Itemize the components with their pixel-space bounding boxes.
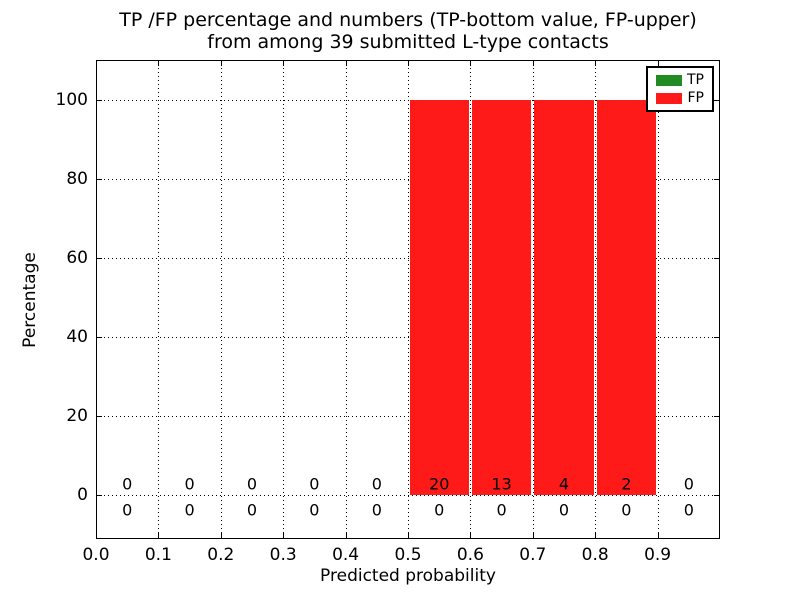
- y-tick-label: 60: [66, 247, 88, 268]
- grid-line-vertical: [657, 60, 659, 539]
- x-tick-label: 0.1: [144, 545, 172, 565]
- x-tick-label: 0.6: [456, 545, 484, 565]
- fp-count-label: 13: [491, 474, 512, 494]
- fp-count-label: 0: [309, 474, 320, 494]
- x-tick-label: 0.8: [581, 545, 609, 565]
- tick-mark-y-right: [714, 495, 719, 497]
- tick-mark-y-left: [97, 178, 102, 180]
- tick-mark-x-bottom: [595, 533, 597, 538]
- tick-mark-y-right: [714, 257, 719, 259]
- tick-mark-x-top: [96, 61, 97, 66]
- tick-mark-x-bottom: [345, 533, 347, 538]
- grid-line-vertical: [595, 60, 597, 539]
- y-tick-label: 20: [66, 406, 88, 427]
- fp-count-label: 0: [683, 474, 694, 494]
- tick-mark-x-top: [220, 61, 222, 66]
- x-tick-label: 0.4: [332, 545, 360, 565]
- fp-count-label: 0: [371, 474, 382, 494]
- tick-mark-y-left: [97, 99, 102, 101]
- fp-count-label: 0: [184, 474, 195, 494]
- grid-line-vertical: [220, 60, 222, 539]
- bar-fp: [409, 99, 469, 496]
- fp-count-label: 20: [429, 474, 450, 494]
- tp-count-label: 0: [621, 500, 632, 520]
- tick-mark-x-bottom: [532, 533, 534, 538]
- grid-line-vertical: [158, 60, 160, 539]
- tick-mark-x-top: [345, 61, 347, 66]
- x-tick-label: 0.0: [82, 545, 110, 565]
- tp-count-label: 0: [246, 500, 258, 520]
- fp-count-label: 4: [558, 474, 570, 494]
- tp-count-label: 0: [309, 500, 320, 520]
- x-tick-label: 0.7: [519, 545, 547, 565]
- tick-mark-y-right: [714, 337, 719, 339]
- legend-row-fp: FP: [656, 91, 704, 105]
- tp-count-label: 0: [496, 500, 507, 520]
- fp-count-label: 0: [122, 474, 133, 494]
- fp-count-label: 0: [246, 474, 258, 494]
- y-tick-label: 0: [77, 485, 88, 506]
- tick-mark-y-right: [714, 99, 719, 101]
- y-tick-label: 80: [66, 168, 88, 189]
- tick-mark-x-bottom: [408, 533, 409, 538]
- grid-line-vertical: [470, 60, 472, 539]
- tp-count-label: 0: [371, 500, 382, 520]
- tick-mark-x-top: [595, 61, 597, 66]
- legend-label-tp: TP: [687, 72, 704, 88]
- tick-mark-y-left: [97, 495, 102, 497]
- tick-mark-x-bottom: [158, 533, 160, 538]
- y-tick-label: 40: [66, 327, 88, 348]
- tick-mark-x-top: [532, 61, 534, 66]
- chart-title: TP /FP percentage and numbers (TP-bottom…: [119, 9, 697, 53]
- tp-count-label: 0: [558, 500, 570, 520]
- grid-line-vertical: [345, 60, 347, 539]
- x-axis-label: Predicted probability: [320, 566, 496, 586]
- x-tick-label: 0.9: [644, 545, 672, 565]
- x-tick-label: 0.3: [269, 545, 297, 565]
- tick-mark-x-top: [283, 61, 285, 66]
- grid-line-vertical: [532, 60, 534, 539]
- tick-mark-x-top: [657, 61, 659, 66]
- tick-mark-y-left: [97, 337, 102, 339]
- fp-count-label: 2: [621, 474, 632, 494]
- x-tick-label: 0.5: [394, 545, 422, 565]
- chart-title-line1: TP /FP percentage and numbers (TP-bottom…: [119, 9, 697, 31]
- tick-mark-x-top: [408, 61, 409, 66]
- tick-mark-x-bottom: [470, 533, 472, 538]
- y-axis-label: Percentage: [20, 252, 40, 348]
- legend-label-fp: FP: [687, 90, 705, 106]
- grid-line-vertical: [408, 60, 409, 539]
- tp-count-label: 0: [683, 500, 694, 520]
- grid-line-vertical: [283, 60, 285, 539]
- bar-fp: [534, 99, 594, 496]
- tp-count-label: 0: [184, 500, 195, 520]
- chart-title-line2: from among 39 submitted L-type contacts: [207, 31, 609, 53]
- y-tick-label: 100: [55, 89, 88, 110]
- tp-count-label: 0: [122, 500, 133, 520]
- bar-fp: [471, 99, 532, 496]
- tick-mark-y-right: [714, 178, 719, 180]
- tick-mark-x-bottom: [220, 533, 222, 538]
- legend: TP FP: [646, 66, 714, 112]
- tp-count-label: 0: [434, 500, 445, 520]
- tick-mark-x-top: [470, 61, 472, 66]
- tick-mark-y-left: [97, 416, 102, 418]
- tick-mark-x-bottom: [96, 533, 97, 538]
- x-tick-label: 0.2: [207, 545, 235, 565]
- tick-mark-x-bottom: [657, 533, 659, 538]
- legend-swatch-tp: [656, 74, 682, 86]
- tick-mark-x-bottom: [283, 533, 285, 538]
- tick-mark-y-left: [97, 257, 102, 259]
- legend-row-tp: TP: [656, 73, 704, 87]
- tick-mark-y-right: [714, 416, 719, 418]
- legend-swatch-fp: [656, 92, 682, 104]
- bar-fp: [596, 99, 657, 496]
- tick-mark-x-top: [158, 61, 160, 66]
